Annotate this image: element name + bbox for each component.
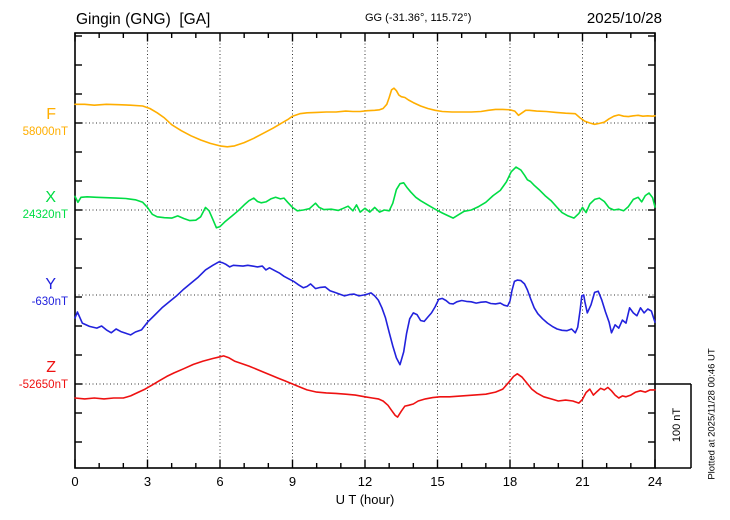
x-tick-label-9: 9 xyxy=(288,474,297,489)
component-letter-f: F xyxy=(46,106,56,123)
component-baseline-y: -630nT xyxy=(31,296,68,309)
station-title: Gingin (GNG) [GA] xyxy=(76,11,211,28)
component-letter-y: Y xyxy=(45,276,56,293)
x-tick-label-3: 3 xyxy=(143,474,152,489)
component-label-group-x: X 24320nT xyxy=(0,189,68,223)
component-baseline-x: 24320nT xyxy=(22,209,68,222)
component-label-group-f: F 58000nT xyxy=(0,106,68,140)
scalebar-label: 100 nT xyxy=(671,407,683,443)
trace-X xyxy=(74,166,656,229)
x-tick-label-24: 24 xyxy=(647,474,663,489)
trace-Z xyxy=(74,355,656,418)
component-label-group-y: Y -630nT xyxy=(0,276,68,310)
component-letter-z: Z xyxy=(46,359,56,376)
x-tick-label-12: 12 xyxy=(357,474,373,489)
plot-date: 2025/10/28 xyxy=(586,10,662,27)
x-tick-label-21: 21 xyxy=(575,474,590,489)
plotted-at-note: Plotted at 2025/11/28 00:46 UT xyxy=(706,348,718,480)
component-baseline-f: 58000nT xyxy=(22,126,68,139)
trace-Y xyxy=(74,261,656,366)
trace-F xyxy=(74,87,656,148)
station-coordinates: GG (-31.36°, 115.72°) xyxy=(365,12,472,24)
x-tick-label-0: 0 xyxy=(71,474,79,489)
x-tick-label-18: 18 xyxy=(502,474,518,489)
x-axis-label: U T (hour) xyxy=(335,492,395,507)
component-letter-x: X xyxy=(45,189,56,206)
component-label-group-z: Z -52650nT xyxy=(0,359,68,393)
component-baseline-z: -52650nT xyxy=(18,379,68,392)
x-tick-label-15: 15 xyxy=(430,474,445,489)
x-tick-label-6: 6 xyxy=(216,474,224,489)
